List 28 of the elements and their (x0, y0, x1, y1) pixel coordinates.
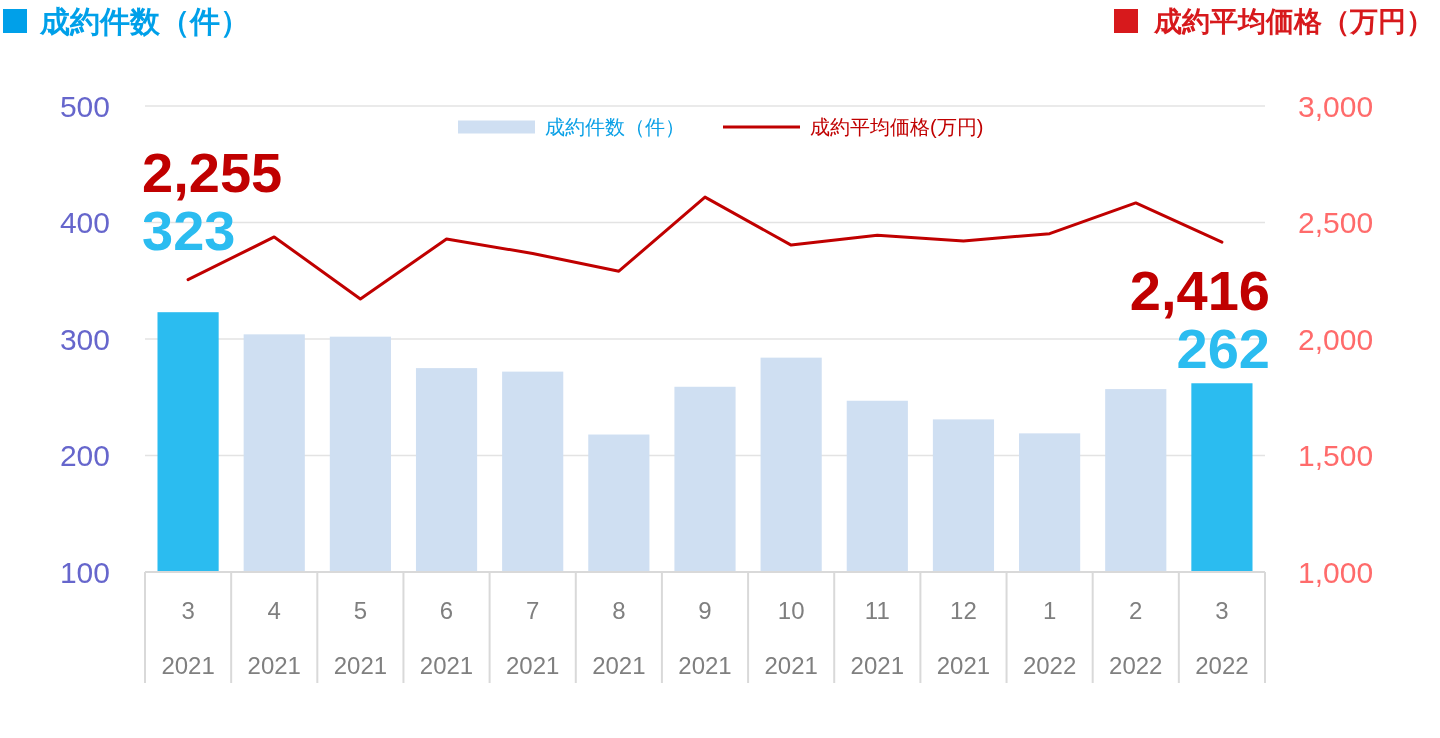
x-tick-label: 2 2022 (1109, 596, 1163, 679)
x-tick-label: 5 2021 (333, 596, 388, 679)
y-tick-label: 100 (59, 555, 110, 589)
legend-label: 成約平均価格(万円) (810, 116, 984, 138)
x-tick-label: 8 2021 (592, 596, 646, 679)
y2-tick-label: 3,000 (1298, 89, 1374, 123)
y-tick-label: 300 (59, 322, 110, 356)
data-label: 2,255 (142, 140, 283, 204)
x-tick-label: 11 2021 (850, 596, 904, 679)
x-tick-label: 3 2021 (161, 596, 215, 679)
y2-tick-label: 2,000 (1298, 322, 1374, 356)
x-tick-label: 10 2021 (764, 596, 818, 679)
y-axis-title: 成約件数（件） (39, 4, 250, 38)
y-tick-label: 500 (59, 89, 110, 123)
legend-label: 成約件数（件） (545, 116, 685, 138)
x-tick-label: 3 2022 (1195, 596, 1249, 679)
x-tick-label: 6 2021 (419, 596, 474, 679)
x-tick-label: 9 2021 (678, 596, 732, 679)
x-tick-label: 4 2021 (247, 596, 301, 679)
y2-tick-label: 1,500 (1298, 439, 1374, 472)
x-tick-label: 12 2021 (936, 596, 991, 679)
y2-tick-label: 2,500 (1298, 206, 1374, 239)
x-tick-label: 1 2022 (1022, 596, 1077, 679)
x-tick-label: 7 2021 (506, 596, 560, 679)
y-tick-label: 200 (59, 439, 110, 472)
y2-tick-label: 1,000 (1298, 555, 1374, 589)
y2-axis-title: 成約平均価格（万円） (1153, 5, 1434, 37)
y-tick-label: 400 (59, 206, 110, 239)
